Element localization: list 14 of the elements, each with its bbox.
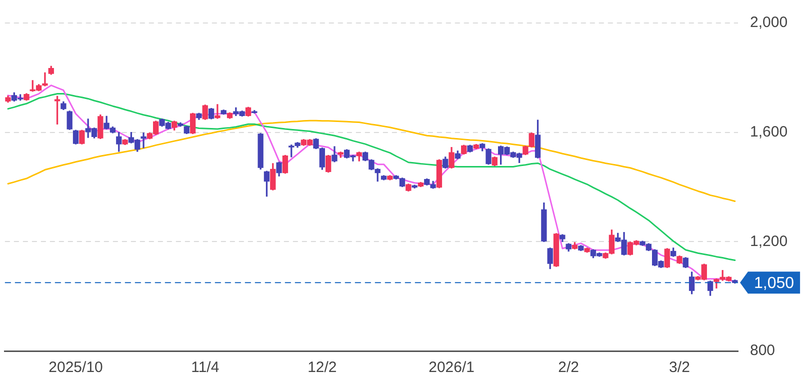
- x-tick-label: 2025/10: [48, 359, 103, 376]
- y-tick-label: 1,600: [750, 123, 788, 140]
- candlestick: [42, 72, 48, 86]
- y-tick-label: 1,200: [750, 232, 788, 250]
- y-tick-label: 2,000: [750, 14, 788, 32]
- x-tick-label: 2/2: [558, 359, 580, 376]
- candlestick: [140, 132, 146, 148]
- x-tick-label: 12/2: [308, 359, 337, 376]
- x-tick-label: 3/2: [669, 359, 690, 376]
- candlestick: [214, 104, 220, 119]
- x-tick-label: 2026/1: [428, 359, 474, 376]
- x-tick-label: 11/4: [191, 359, 220, 376]
- y-tick-label: 800: [750, 342, 776, 360]
- ref-line-label: 1,050: [754, 275, 794, 292]
